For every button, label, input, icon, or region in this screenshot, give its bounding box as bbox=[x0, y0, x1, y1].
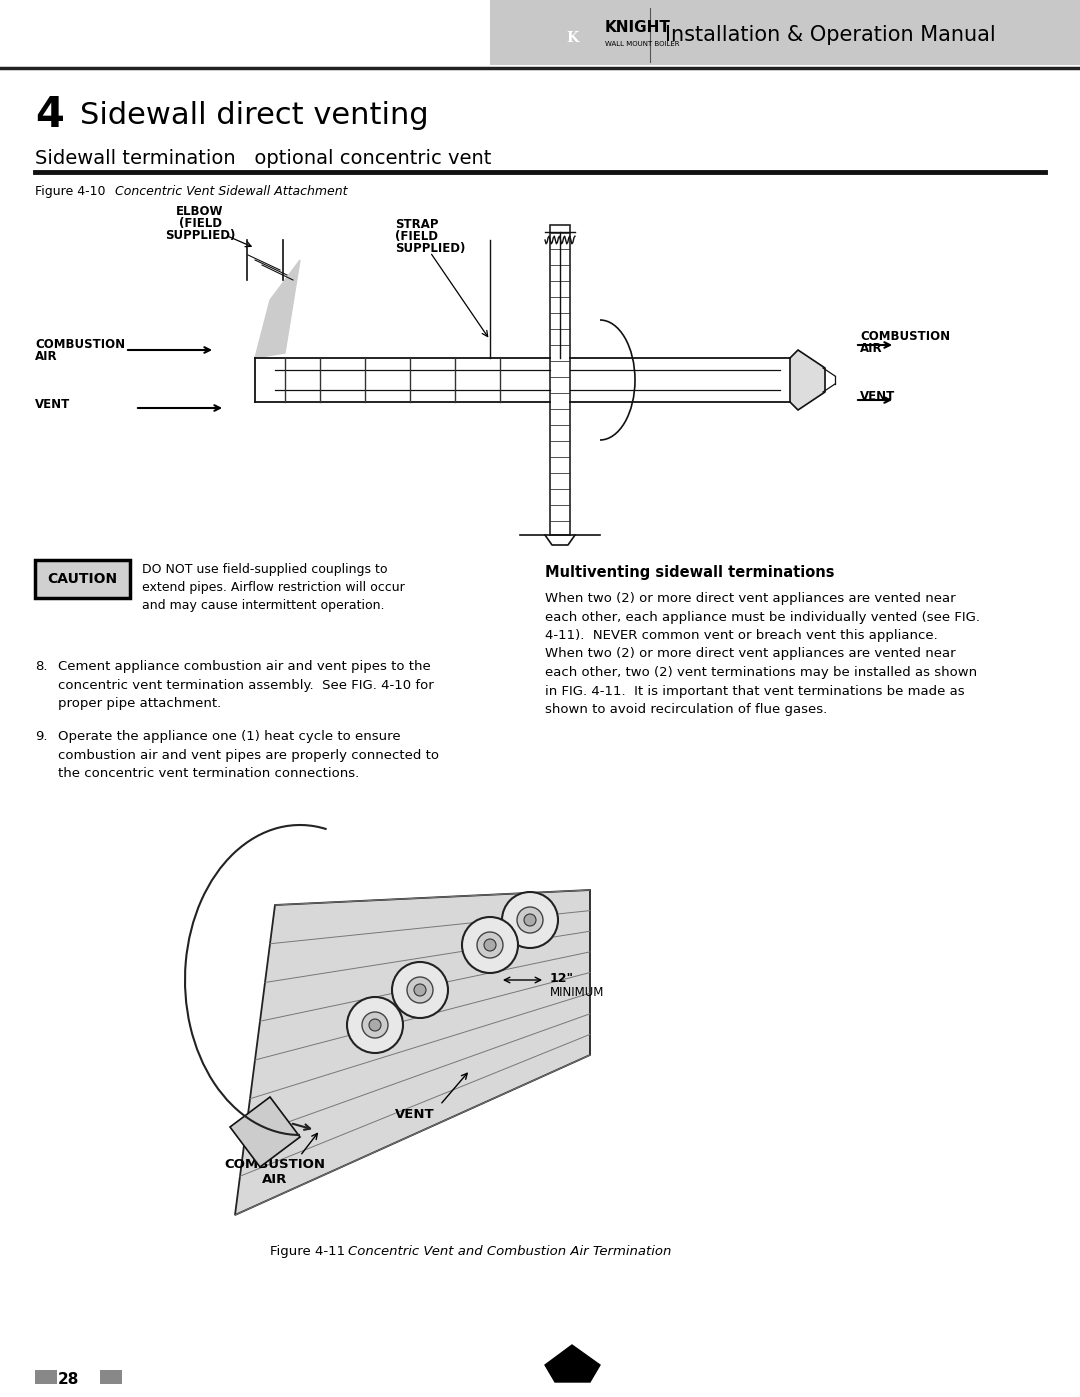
Text: COMBUSTION: COMBUSTION bbox=[35, 338, 125, 351]
Circle shape bbox=[407, 977, 433, 1003]
Circle shape bbox=[347, 997, 403, 1053]
Text: 28: 28 bbox=[57, 1372, 79, 1386]
Polygon shape bbox=[235, 890, 590, 1215]
Bar bbox=[550, 225, 570, 535]
Text: AIR: AIR bbox=[262, 1173, 287, 1186]
Circle shape bbox=[517, 907, 543, 933]
Circle shape bbox=[369, 1018, 381, 1031]
Circle shape bbox=[484, 939, 496, 951]
Text: WALL MOUNT BOILER: WALL MOUNT BOILER bbox=[605, 41, 679, 47]
Text: Sidewall direct venting: Sidewall direct venting bbox=[80, 101, 429, 130]
Text: (FIELD: (FIELD bbox=[395, 231, 438, 243]
Text: KNIGHT: KNIGHT bbox=[605, 21, 671, 35]
Text: SUPPLIED): SUPPLIED) bbox=[165, 229, 235, 242]
Text: ELBOW: ELBOW bbox=[176, 205, 224, 218]
Text: Figure 4-10: Figure 4-10 bbox=[35, 184, 106, 198]
Bar bbox=[490, 0, 1080, 66]
Text: STRAP: STRAP bbox=[395, 218, 438, 231]
Polygon shape bbox=[230, 1097, 300, 1166]
Circle shape bbox=[362, 1011, 388, 1038]
Text: COMBUSTION: COMBUSTION bbox=[860, 330, 950, 344]
Text: 9.: 9. bbox=[35, 731, 48, 743]
Circle shape bbox=[414, 983, 426, 996]
Text: Multiventing sidewall terminations: Multiventing sidewall terminations bbox=[545, 564, 835, 580]
Text: Operate the appliance one (1) heat cycle to ensure
combustion air and vent pipes: Operate the appliance one (1) heat cycle… bbox=[58, 731, 438, 780]
Text: K: K bbox=[566, 31, 578, 45]
Text: AIR: AIR bbox=[860, 342, 882, 355]
Text: Concentric Vent and Combustion Air Termination: Concentric Vent and Combustion Air Termi… bbox=[348, 1245, 672, 1259]
Text: Concentric Vent Sidewall Attachment: Concentric Vent Sidewall Attachment bbox=[114, 184, 348, 198]
Polygon shape bbox=[789, 351, 825, 409]
Polygon shape bbox=[255, 260, 300, 358]
Text: (FIELD: (FIELD bbox=[178, 217, 221, 231]
Text: AIR: AIR bbox=[35, 351, 57, 363]
Circle shape bbox=[524, 914, 536, 926]
Text: VENT: VENT bbox=[395, 1108, 435, 1120]
Text: Cement appliance combustion air and vent pipes to the
concentric vent terminatio: Cement appliance combustion air and vent… bbox=[58, 659, 434, 710]
Polygon shape bbox=[545, 1345, 600, 1382]
Text: DO NOT use field-supplied couplings to
extend pipes. Airflow restriction will oc: DO NOT use field-supplied couplings to e… bbox=[141, 563, 405, 612]
Text: VENT: VENT bbox=[35, 398, 70, 411]
Circle shape bbox=[477, 932, 503, 958]
Circle shape bbox=[502, 893, 558, 949]
Bar bbox=[35, 1370, 57, 1384]
Text: CAUTION: CAUTION bbox=[48, 571, 118, 585]
Text: 12": 12" bbox=[550, 972, 575, 985]
Text: When two (2) or more direct vent appliances are vented near
each other, each app: When two (2) or more direct vent applian… bbox=[545, 592, 980, 717]
Text: Sidewall termination   optional concentric vent: Sidewall termination optional concentric… bbox=[35, 148, 491, 168]
Circle shape bbox=[392, 963, 448, 1018]
Circle shape bbox=[462, 916, 518, 972]
Text: Installation & Operation Manual: Installation & Operation Manual bbox=[665, 25, 996, 45]
Text: SUPPLIED): SUPPLIED) bbox=[395, 242, 465, 256]
Text: MINIMUM: MINIMUM bbox=[550, 986, 605, 999]
Text: 8.: 8. bbox=[35, 659, 48, 673]
Text: 4: 4 bbox=[35, 94, 64, 136]
Bar bbox=[35, 560, 130, 598]
Text: VENT: VENT bbox=[860, 390, 895, 402]
Text: COMBUSTION: COMBUSTION bbox=[225, 1158, 325, 1171]
Bar bbox=[100, 1370, 122, 1384]
Text: Figure 4-11: Figure 4-11 bbox=[270, 1245, 346, 1259]
